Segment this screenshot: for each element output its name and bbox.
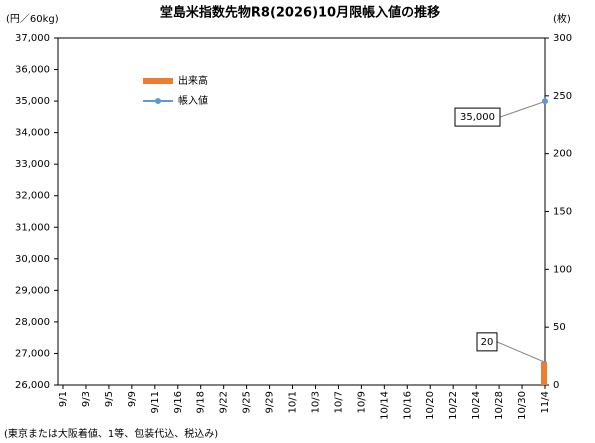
x-tick-label: 10/7 (333, 391, 344, 413)
footnote: (東京または大阪着値、1等、包装代込、税込み) (4, 427, 218, 440)
callout-box (476, 332, 498, 352)
bar (541, 361, 547, 385)
y2-tick-label: 150 (553, 207, 572, 218)
chart-title: 堂島米指数先物R8(2026)10月限帳入値の推移 (160, 5, 440, 21)
x-tick-label: 9/25 (242, 391, 253, 413)
y2-tick-label: 100 (553, 264, 572, 275)
legend-marker (155, 98, 161, 104)
x-tick-label: 10/3 (310, 391, 321, 413)
y-tick-label: 30,000 (15, 254, 50, 265)
x-tick-label: 9/16 (173, 391, 184, 413)
x-tick-label: 11/4 (540, 391, 551, 413)
x-tick-label: 10/16 (402, 391, 413, 420)
y-tick-label: 26,000 (15, 380, 50, 391)
x-tick-label: 9/18 (196, 391, 207, 413)
y2-tick-label: 300 (553, 33, 572, 44)
x-tick-label: 9/22 (219, 391, 230, 413)
y-tick-label: 34,000 (15, 128, 50, 139)
x-tick-label: 9/3 (81, 391, 92, 407)
x-tick-label: 10/28 (494, 391, 505, 420)
y-tick-label: 29,000 (15, 285, 50, 296)
y2-tick-label: 0 (553, 380, 559, 391)
callout-line (496, 341, 545, 363)
y-tick-label: 36,000 (15, 65, 50, 76)
x-tick-label: 9/1 (58, 391, 69, 407)
x-tick-label: 10/20 (425, 391, 436, 420)
legend-label: 出来高 (178, 74, 208, 87)
y-tick-label: 33,000 (15, 159, 50, 170)
y2-tick-label: 200 (553, 149, 572, 160)
y-tick-label: 32,000 (15, 191, 50, 202)
y-tick-label: 28,000 (15, 317, 50, 328)
x-tick-label: 9/11 (150, 391, 161, 413)
x-tick-label: 10/14 (379, 391, 390, 420)
x-tick-label: 10/1 (288, 391, 299, 413)
x-tick-label: 10/22 (448, 391, 459, 420)
y2-tick-label: 50 (553, 322, 566, 333)
data-label: 35,000 (460, 112, 495, 123)
y2-axis-label: (枚) (553, 12, 571, 25)
callout-box (454, 107, 501, 127)
legend-swatch (143, 78, 173, 84)
x-tick-label: 10/30 (517, 391, 528, 420)
data-label: 20 (481, 337, 494, 348)
callout-line (499, 101, 544, 118)
y-tick-label: 35,000 (15, 96, 50, 107)
x-tick-label: 9/9 (127, 391, 138, 407)
x-tick-label: 9/29 (265, 391, 276, 413)
x-tick-label: 9/5 (104, 391, 115, 407)
y-tick-label: 37,000 (15, 33, 50, 44)
point (542, 98, 548, 105)
y-tick-label: 31,000 (15, 222, 50, 233)
y2-tick-label: 250 (553, 91, 572, 102)
legend-label: 帳入値 (178, 94, 208, 107)
x-tick-label: 10/9 (356, 391, 367, 413)
y-axis-label: (円／60kg) (6, 13, 59, 25)
y-tick-label: 27,000 (15, 348, 50, 359)
x-tick-label: 10/24 (471, 391, 482, 420)
